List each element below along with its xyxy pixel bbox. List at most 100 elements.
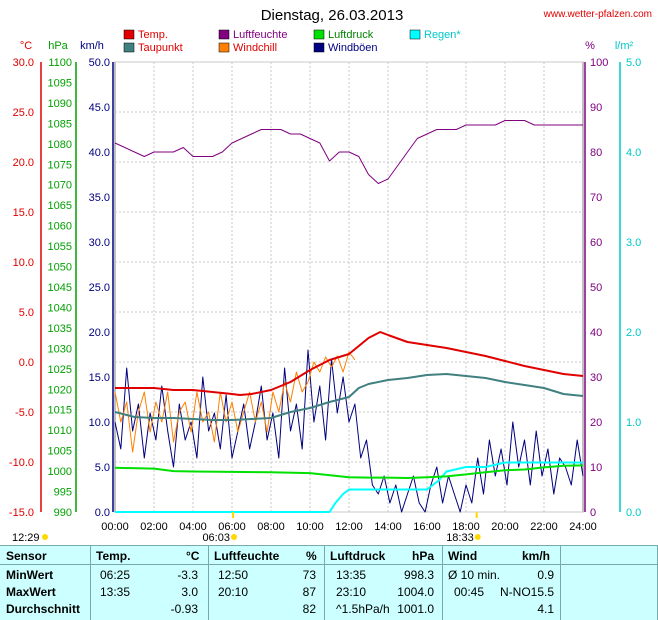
- sunset-time: 18:33: [446, 532, 474, 544]
- col-pressure-unit: hPa: [412, 549, 435, 563]
- legend-label-3: Regen*: [424, 29, 461, 41]
- max-temp-value: 3.0: [181, 585, 198, 599]
- axis-tick-rain: 0.0: [626, 507, 641, 519]
- legend: Temp. Luftfeuchte Luftdruck Regen* Taupunkt W…: [123, 29, 461, 54]
- legend-label-1: Luftfeuchte: [233, 29, 287, 41]
- axis-tick-hpa: 1015: [48, 405, 72, 417]
- row-avg-label: Durchschnitt: [6, 602, 81, 616]
- legend-swatch-0: [123, 29, 135, 40]
- axis-tick-hpa: 990: [54, 507, 72, 519]
- axis-tick-hpa: 1065: [48, 200, 72, 212]
- legend-label-5: Windchill: [233, 42, 277, 54]
- avg-pressure-value: 1001.0: [397, 602, 434, 616]
- col-pressure: Luftdruck: [330, 549, 386, 563]
- axis-tick-hpa: 1050: [48, 262, 72, 274]
- axis-tick-temp: 30.0: [13, 57, 34, 69]
- col-humidity-unit: %: [306, 549, 317, 563]
- axis-tick-rain: 2.0: [626, 327, 641, 339]
- min-humidity-value: 73: [302, 568, 316, 582]
- stats-table: Sensor Temp. °C Luftfeuchte % Luftdruck …: [0, 545, 658, 620]
- axis-unit-pct: %: [585, 40, 595, 52]
- col-temp: Temp.: [96, 549, 131, 563]
- axis-tick-hpa: 1075: [48, 159, 72, 171]
- time-tick: 22:00: [530, 521, 558, 533]
- max-pressure-value: 1004.0: [397, 585, 434, 599]
- col-wind: Wind: [448, 549, 478, 563]
- axes: °C 30.0 25.0 20.0 15.0 10.0 5.0 0.0 -5.0 -10.0 -15…: [9, 40, 641, 519]
- axis-unit-rain: l/m²: [615, 40, 634, 52]
- max-temp-time: 13:35: [100, 585, 131, 599]
- series-line-taupunkt: [114, 373, 584, 421]
- legend-swatch-4: [123, 42, 135, 53]
- time-axis: 00:00 02:00 04:00 06:00 08:00 10:00 12:00 14:00…: [12, 512, 597, 544]
- col-humidity: Luftfeuchte: [214, 549, 280, 563]
- series-line-windchill: [114, 351, 356, 453]
- min-pressure-value: 998.3: [403, 568, 434, 582]
- pressure-trend: ^1.5hPa/h: [336, 602, 390, 616]
- time-tick: 00:00: [101, 521, 129, 533]
- series-line-luftdruck: [114, 464, 584, 479]
- axis-tick-pct: 0: [590, 507, 596, 519]
- time-tick: 06:00: [218, 521, 246, 533]
- sun-icon: [42, 534, 48, 540]
- axis-tick-rain: 4.0: [626, 147, 641, 159]
- plot-area: [114, 61, 584, 513]
- time-tick: 02:00: [140, 521, 168, 533]
- axis-tick-temp: 10.0: [13, 257, 34, 269]
- legend-swatch-6: [313, 42, 325, 53]
- series-line-temp-: [115, 331, 584, 396]
- sunrise-time: 06:03: [202, 532, 230, 544]
- min-wind-value: 0.9: [537, 568, 554, 582]
- axis-tick-hpa: 1055: [48, 241, 72, 253]
- axis-tick-rain: 3.0: [626, 237, 641, 249]
- site-link[interactable]: www.wetter-pfalzen.com: [543, 9, 652, 20]
- time-tick: 18:00: [452, 521, 480, 533]
- axis-tick-kmh: 30.0: [89, 237, 110, 249]
- col-wind-unit: km/h: [522, 549, 551, 563]
- axis-tick-hpa: 1090: [48, 98, 72, 110]
- avg-humidity-value: 82: [302, 602, 316, 616]
- time-tick: 10:00: [296, 521, 324, 533]
- axis-tick-temp: -5.0: [15, 407, 34, 419]
- day-length: 12:29: [12, 532, 40, 544]
- avg-temp-value: -0.93: [170, 602, 198, 616]
- axis-tick-hpa: 1010: [48, 425, 72, 437]
- axis-tick-rain: 1.0: [626, 417, 641, 429]
- time-tick: 08:00: [257, 521, 285, 533]
- legend-label-6: Windböen: [328, 42, 378, 54]
- axis-tick-hpa: 1000: [48, 466, 72, 478]
- max-pressure-time: 23:10: [336, 585, 367, 599]
- axis-tick-hpa: 1025: [48, 364, 72, 376]
- axis-tick-hpa: 1100: [48, 57, 72, 69]
- axis-tick-temp: -15.0: [9, 507, 34, 519]
- time-tick: 20:00: [491, 521, 519, 533]
- axis-tick-temp: 15.0: [13, 207, 34, 219]
- col-temp-unit: °C: [186, 549, 200, 563]
- min-humidity-time: 12:50: [218, 568, 249, 582]
- min-pressure-time: 13:35: [336, 568, 367, 582]
- time-tick: 24:00: [569, 521, 597, 533]
- axis-tick-temp: 5.0: [19, 307, 34, 319]
- axis-tick-hpa: 1020: [48, 384, 72, 396]
- series-line-windb-en: [114, 349, 584, 513]
- chart-title: Dienstag, 26.03.2013: [261, 7, 404, 24]
- legend-swatch-2: [313, 29, 325, 40]
- max-wind-value: 15.5: [530, 585, 554, 599]
- axis-tick-kmh: 35.0: [89, 192, 110, 204]
- axis-tick-hpa: 1095: [48, 77, 72, 89]
- weather-chart: Dienstag, 26.03.2013 www.wetter-pfalzen.…: [9, 7, 652, 544]
- axis-tick-hpa: 1035: [48, 323, 72, 335]
- wind-avg-label: Ø 10 min.: [448, 568, 501, 582]
- axis-unit-hpa: hPa: [48, 40, 68, 52]
- axis-tick-kmh: 45.0: [89, 102, 110, 114]
- axis-tick-hpa: 1080: [48, 139, 72, 151]
- axis-tick-pct: 50: [590, 282, 602, 294]
- series-line-regen-: [115, 461, 583, 513]
- time-tick: 04:00: [179, 521, 207, 533]
- min-temp-value: -3.3: [177, 568, 198, 582]
- axis-tick-hpa: 995: [54, 487, 72, 499]
- axis-tick-temp: 0.0: [19, 357, 34, 369]
- axis-tick-hpa: 1040: [48, 302, 72, 314]
- legend-swatch-1: [218, 29, 230, 40]
